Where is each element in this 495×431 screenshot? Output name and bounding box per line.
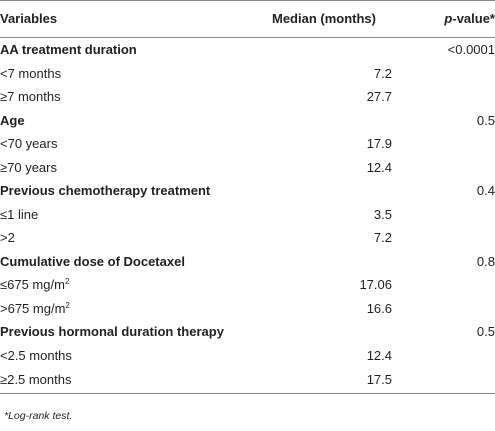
median-value: 17.5 [272, 367, 392, 394]
median-value [272, 320, 392, 344]
p-value [392, 62, 495, 86]
row-label-text: Cumulative dose of Docetaxel [0, 253, 185, 269]
median-value: 17.9 [366, 136, 392, 151]
p-value [392, 85, 495, 109]
row-label: <70 years [0, 132, 272, 156]
median-value: 7.2 [373, 230, 392, 245]
table-row: <7 months 7.2 [0, 62, 495, 86]
header-variables: Variables [0, 0, 272, 38]
table-group-row: Previous chemotherapy treatment 0.4 [0, 179, 495, 203]
row-label: <7 months [0, 62, 272, 86]
median-value [272, 109, 392, 133]
row-label-text: ≥7 months [0, 89, 61, 104]
row-label-text: Age [0, 112, 25, 128]
row-label-text: >2 [0, 230, 15, 245]
row-label-text: ≤1 line [0, 206, 39, 222]
median-value: 7.2 [373, 65, 392, 81]
row-label-text: >675 mg/m [0, 300, 66, 316]
p-value [392, 367, 495, 394]
row-label-text: <2.5 months [0, 347, 72, 363]
table-group-row: Cumulative dose of Docetaxel 0.8 [0, 250, 495, 274]
row-label: >675 mg/m2 [0, 297, 272, 321]
row-label-text: ≤675 mg/m [0, 277, 65, 292]
row-label: ≥2.5 months [0, 367, 272, 394]
header-p-prefix: p [444, 11, 453, 26]
median-value: 27.7 [366, 89, 392, 104]
header-row: Variables Median (months) p-value* [0, 0, 495, 38]
p-value: 0.4 [476, 183, 495, 198]
p-value: 0.5 [476, 324, 495, 339]
table-group-row: Previous hormonal duration therapy 0.5 [0, 320, 495, 344]
table-group-row: AA treatment duration <0.0001 [0, 38, 495, 62]
table-row: ≥70 years 12.4 [0, 156, 495, 180]
table-header: Variables Median (months) p-value* [0, 0, 495, 38]
row-label-text: ≥70 years [0, 159, 57, 175]
p-value [392, 344, 495, 368]
median-value: 17.06 [359, 277, 392, 292]
group-label: Age [0, 109, 272, 133]
p-value [392, 226, 495, 250]
row-label: ≥70 years [0, 156, 272, 180]
median-value: 16.6 [366, 300, 392, 316]
header-median: Median (months) [272, 0, 392, 38]
median-value [272, 250, 392, 274]
median-value [272, 38, 392, 62]
table-group-row: Age 0.5 [0, 109, 495, 133]
row-label-text: <7 months [0, 65, 62, 81]
table-row: >2 7.2 [0, 226, 495, 250]
p-value [392, 273, 495, 297]
table-row: ≥7 months 27.7 [0, 85, 495, 109]
group-label: Cumulative dose of Docetaxel [0, 250, 272, 274]
group-label: Previous hormonal duration therapy [0, 320, 272, 344]
row-label-text: Previous chemotherapy treatment [0, 183, 211, 198]
median-value [272, 179, 392, 203]
table-row: ≤1 line 3.5 [0, 203, 495, 227]
table-row: ≥2.5 months 17.5 [0, 367, 495, 394]
unit-superscript: 2 [65, 300, 70, 310]
table-row: <70 years 17.9 [0, 132, 495, 156]
p-value [392, 203, 495, 227]
row-label-text: ≥2.5 months [0, 372, 72, 388]
group-label: AA treatment duration [0, 38, 272, 62]
survival-results-table: Variables Median (months) p-value* AA tr… [0, 0, 495, 394]
p-value: 0.5 [476, 112, 495, 128]
header-p-value: p-value* [392, 0, 495, 38]
row-label: >2 [0, 226, 272, 250]
p-value: <0.0001 [447, 42, 495, 57]
p-value [392, 297, 495, 321]
p-value [392, 132, 495, 156]
header-p-suffix: -value* [452, 11, 495, 26]
table-row: >675 mg/m2 16.6 [0, 297, 495, 321]
p-value [392, 156, 495, 180]
table-body: AA treatment duration <0.0001 <7 months 7.2… [0, 38, 495, 394]
row-label: ≥7 months [0, 85, 272, 109]
row-label: <2.5 months [0, 344, 272, 368]
row-label: ≤675 mg/m2 [0, 273, 272, 297]
row-label-text: AA treatment duration [0, 42, 137, 57]
table-row: <2.5 months 12.4 [0, 344, 495, 368]
unit-superscript: 2 [64, 277, 70, 286]
row-label: ≤1 line [0, 203, 272, 227]
p-value: 0.8 [476, 253, 495, 269]
median-value: 12.4 [366, 159, 392, 175]
median-value: 3.5 [373, 206, 392, 222]
group-label: Previous chemotherapy treatment [0, 179, 272, 203]
median-value: 12.4 [366, 347, 392, 363]
row-label-text: <70 years [0, 136, 58, 151]
row-label-text: Previous hormonal duration therapy [0, 324, 224, 339]
footnote: *Log-rank test. [4, 410, 73, 422]
table-row: ≤675 mg/m2 17.06 [0, 273, 495, 297]
